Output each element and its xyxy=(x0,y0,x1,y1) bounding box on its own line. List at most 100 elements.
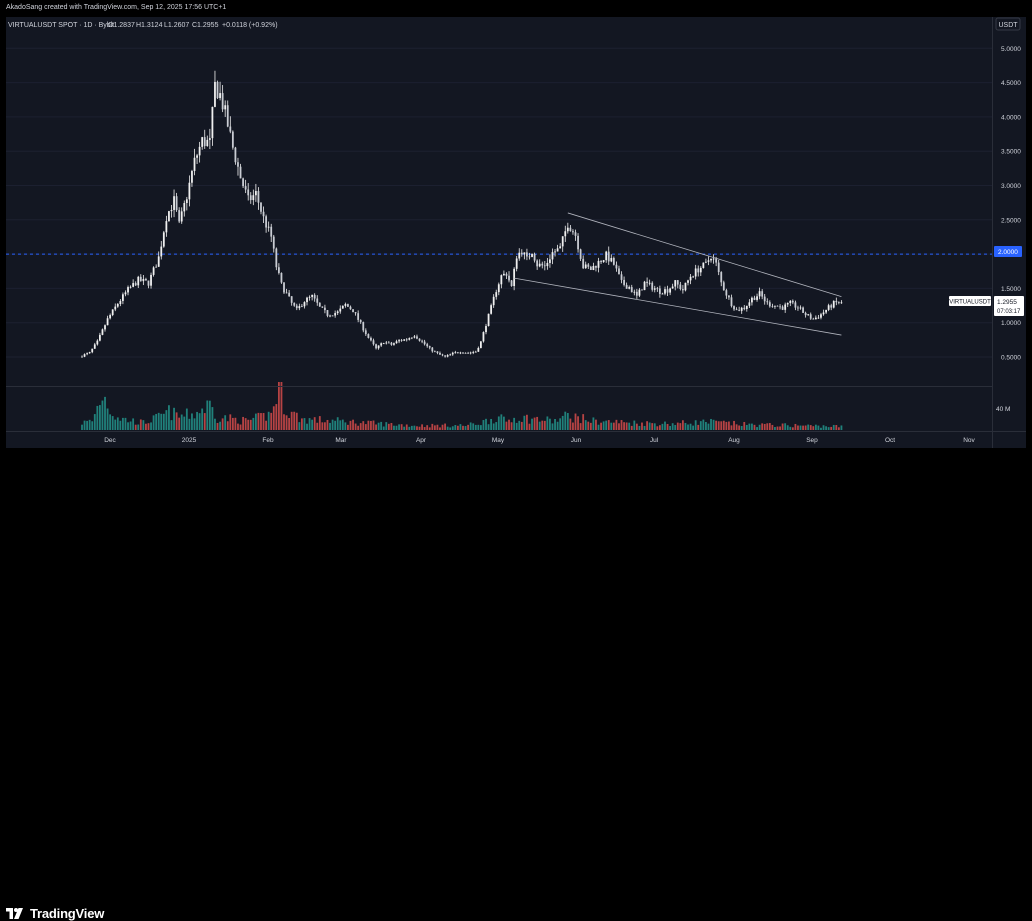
volume-bar xyxy=(605,420,608,430)
chart-area[interactable]: 5.0000 4.5000 4.0000 3.5000 3.0000 2.5000 2.00… xyxy=(6,17,1026,448)
candle-body xyxy=(756,296,758,300)
candle-body xyxy=(398,340,400,342)
volume-bar xyxy=(380,421,383,430)
volume-bar xyxy=(505,421,508,430)
volume-bar xyxy=(145,423,147,430)
candle-body xyxy=(303,302,306,307)
volume-bar xyxy=(405,424,408,430)
candle-body xyxy=(479,341,482,348)
volume-bar xyxy=(400,424,403,430)
candle-body xyxy=(326,310,329,316)
candle-body xyxy=(602,260,605,263)
volume-bar xyxy=(674,424,677,430)
currency-badge[interactable] xyxy=(995,17,1021,31)
candle-body xyxy=(180,211,183,222)
candle-body xyxy=(710,258,712,261)
volume-bar xyxy=(446,426,449,430)
candle-body xyxy=(474,351,477,353)
candle-body xyxy=(579,249,582,259)
candle-body xyxy=(88,352,91,354)
candle-body xyxy=(206,139,209,147)
volume-bar xyxy=(428,427,431,430)
volume-bar xyxy=(761,423,764,430)
candle-body xyxy=(817,317,820,319)
chart-svg[interactable]: 5.0000 4.5000 4.0000 3.5000 3.0000 2.5000 2.00… xyxy=(6,17,1026,448)
candle-body xyxy=(584,264,587,269)
volume-bar xyxy=(692,425,695,430)
volume-bar xyxy=(707,423,710,430)
volume-bar xyxy=(786,425,789,430)
candle-body xyxy=(456,352,459,354)
volume-bar xyxy=(561,415,564,430)
volume-bar xyxy=(152,415,155,430)
candle-body xyxy=(173,196,175,210)
candle-body xyxy=(239,166,242,179)
candle-body xyxy=(234,147,237,163)
candle-body xyxy=(380,343,383,346)
time-tick-label: Jun xyxy=(571,437,582,444)
time-axis[interactable]: Dec 2025 Feb Mar Apr May Jun Jul Aug Sep Oct Nov xyxy=(104,437,975,444)
volume-bar xyxy=(408,426,411,430)
volume-bar xyxy=(178,417,181,430)
trendline-layer[interactable] xyxy=(514,212,842,336)
ohlc-close: C1.2955 xyxy=(192,22,219,29)
volume-bar xyxy=(579,423,582,430)
candle-body xyxy=(728,295,730,298)
volume-bar xyxy=(393,425,395,430)
candle-body xyxy=(771,306,774,308)
ohlc-change: +0.0118 (+0.92%) xyxy=(222,22,278,29)
volume-bar xyxy=(822,425,825,430)
candle-body xyxy=(712,258,715,260)
last-price-bg xyxy=(994,296,1024,316)
candle-body xyxy=(137,276,140,286)
volume-bar xyxy=(671,423,674,430)
grid-layer xyxy=(6,47,992,358)
time-tick-label: 2025 xyxy=(182,437,197,444)
candle-body xyxy=(536,260,539,267)
volume-bar xyxy=(275,404,278,430)
candle-body xyxy=(321,306,324,308)
candle-body xyxy=(341,305,344,309)
volume-bar xyxy=(331,419,334,430)
candle-body xyxy=(329,315,331,317)
candle-body xyxy=(538,263,541,267)
volume-bar xyxy=(242,416,244,430)
candle-body xyxy=(349,306,352,310)
candle-body xyxy=(610,258,613,262)
candle-body xyxy=(651,282,654,290)
volume-bar xyxy=(687,424,689,430)
candle-body xyxy=(587,264,590,267)
volume-bar xyxy=(559,418,562,430)
volume-bar xyxy=(375,424,377,430)
candle-body xyxy=(249,195,252,201)
candle-body xyxy=(641,289,643,291)
volume-bar xyxy=(98,405,101,430)
volume-bar xyxy=(318,416,321,430)
candle-body xyxy=(569,227,572,232)
time-tick-label: Nov xyxy=(963,437,975,444)
candle-body xyxy=(91,348,94,353)
volume-bar xyxy=(791,427,794,430)
candle-body xyxy=(96,340,99,345)
currency-label[interactable]: USDT xyxy=(998,22,1018,29)
channel-upper-line[interactable] xyxy=(567,212,842,298)
candle-body xyxy=(313,294,316,299)
symbol-tag: VIRTUALUSDT xyxy=(949,300,991,306)
candle-body xyxy=(449,354,452,356)
candle-body xyxy=(439,352,441,355)
price-tick-label: 1.0000 xyxy=(1001,320,1021,327)
volume-bar xyxy=(283,414,285,430)
candle-body xyxy=(295,305,298,309)
candle-body xyxy=(620,274,623,280)
channel-lower-line[interactable] xyxy=(514,277,842,336)
volume-bar xyxy=(618,423,620,430)
candle-body xyxy=(809,314,812,319)
volume-bar xyxy=(260,413,262,430)
candle-body xyxy=(106,318,109,326)
candle-body xyxy=(157,256,160,267)
candle-body xyxy=(822,312,825,315)
candle-body xyxy=(132,283,135,287)
volume-bar xyxy=(150,422,152,430)
candle-body xyxy=(367,334,370,338)
volume-bar xyxy=(272,406,275,430)
